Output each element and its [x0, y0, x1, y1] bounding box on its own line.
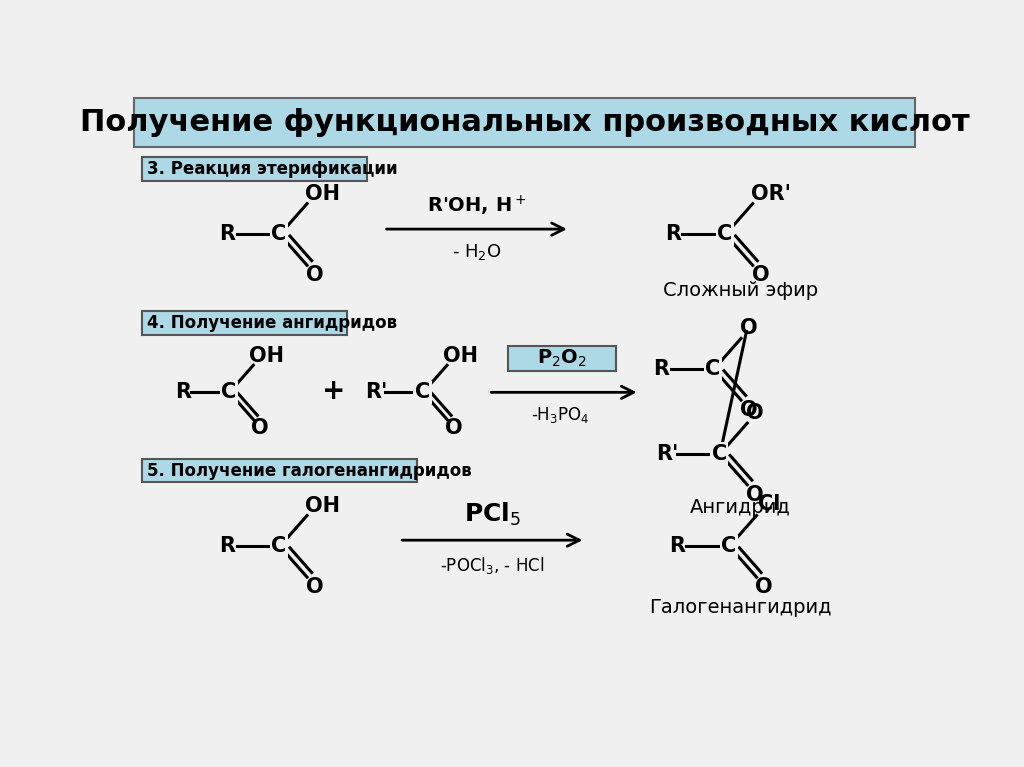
Text: -H$_3$PO$_4$: -H$_3$PO$_4$ [531, 406, 590, 426]
Text: C: C [721, 536, 736, 556]
Text: O: O [306, 577, 324, 597]
Text: OR': OR' [752, 183, 792, 204]
Text: C: C [712, 444, 727, 464]
Text: C: C [706, 359, 721, 379]
Text: O: O [740, 318, 758, 338]
Text: C: C [271, 536, 287, 556]
Text: Сложный эфир: Сложный эфир [663, 281, 818, 300]
Bar [134, 98, 915, 147]
Bar [142, 459, 417, 482]
Text: R: R [665, 225, 681, 245]
Bar [508, 346, 616, 370]
Text: O: O [740, 400, 758, 420]
Text: OH: OH [443, 347, 478, 367]
Text: O: O [445, 418, 463, 438]
Bar [142, 157, 367, 180]
Text: C: C [415, 382, 430, 403]
Text: 5. Получение галогенангидридов: 5. Получение галогенангидридов [147, 462, 472, 480]
Text: - H$_2$O: - H$_2$O [452, 242, 502, 262]
Text: OH: OH [305, 495, 340, 515]
Text: C: C [717, 225, 732, 245]
Text: OH: OH [305, 183, 340, 204]
Text: Получение функциональных производных кислот: Получение функциональных производных кис… [80, 108, 970, 137]
Text: R: R [653, 359, 670, 379]
Text: Cl: Cl [758, 494, 780, 514]
Text: PCl$_5$: PCl$_5$ [464, 500, 521, 528]
Text: 4. Получение ангидридов: 4. Получение ангидридов [147, 314, 397, 332]
Text: C: C [271, 225, 287, 245]
Text: R': R' [656, 444, 679, 464]
Text: C: C [221, 382, 237, 403]
Text: O: O [756, 577, 773, 597]
Text: R: R [669, 536, 685, 556]
Text: +: + [322, 377, 345, 405]
Text: Галогенангидрид: Галогенангидрид [649, 598, 831, 617]
Text: O: O [306, 265, 324, 285]
Text: -POCl$_3$, - HCl: -POCl$_3$, - HCl [440, 555, 545, 576]
Text: OH: OH [250, 347, 285, 367]
Text: R: R [219, 225, 236, 245]
Text: O: O [746, 403, 764, 423]
Text: R'OH, H$^+$: R'OH, H$^+$ [427, 194, 526, 218]
Text: R: R [219, 536, 236, 556]
Text: R': R' [366, 382, 388, 403]
Bar [142, 311, 347, 334]
Text: O: O [251, 418, 269, 438]
Text: O: O [746, 485, 764, 505]
Text: Ангидрид: Ангидрид [690, 499, 791, 517]
Text: R: R [175, 382, 191, 403]
Text: O: O [752, 265, 769, 285]
Text: P$_2$O$_2$: P$_2$O$_2$ [538, 347, 587, 369]
Text: 3. Реакция этерификации: 3. Реакция этерификации [147, 160, 398, 178]
